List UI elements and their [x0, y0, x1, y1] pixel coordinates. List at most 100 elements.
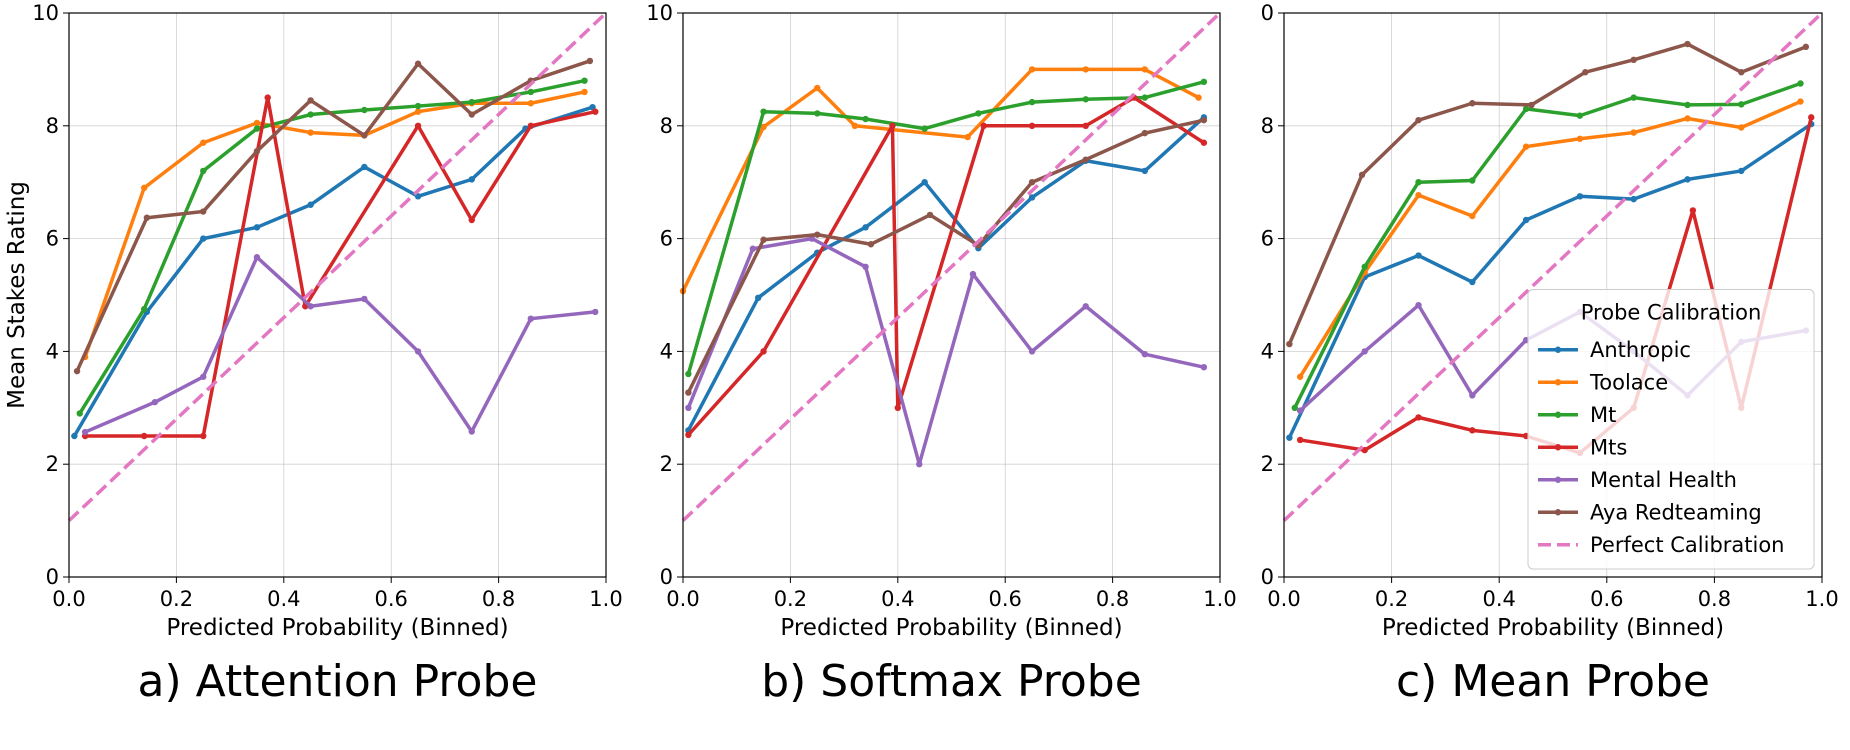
point — [1576, 193, 1584, 200]
series-line — [1287, 42, 1807, 345]
axes-frame — [682, 12, 1221, 578]
legend-marker — [1554, 346, 1562, 353]
point — [151, 398, 159, 406]
point — [1415, 116, 1422, 124]
y-tick-label: 0 — [1261, 1, 1274, 25]
point — [685, 404, 692, 411]
point — [1522, 143, 1530, 150]
series-line — [686, 236, 1205, 466]
point — [1361, 263, 1368, 270]
point — [361, 163, 368, 171]
legend-box — [1527, 289, 1815, 570]
point — [1415, 301, 1422, 309]
point — [414, 122, 422, 129]
point — [1028, 122, 1036, 129]
point — [1738, 101, 1745, 108]
point — [975, 110, 982, 117]
point — [140, 305, 148, 313]
point — [581, 77, 588, 84]
point — [1684, 40, 1691, 48]
y-tick-label: 6 — [1261, 227, 1274, 251]
point — [307, 303, 314, 310]
x-tick-label: 0.8 — [1096, 587, 1129, 611]
point — [253, 147, 261, 155]
point — [1082, 66, 1089, 73]
series-line — [687, 95, 1205, 437]
point — [754, 294, 762, 302]
point — [76, 410, 83, 417]
point — [140, 184, 148, 192]
point — [1415, 414, 1422, 421]
point — [969, 270, 977, 278]
x-tick-label: 0.2 — [1375, 587, 1408, 611]
x-tick-label: 0.6 — [1590, 587, 1623, 611]
point — [889, 122, 896, 129]
x-tick-label: 0.8 — [482, 587, 515, 611]
series-line — [1287, 122, 1813, 439]
y-tick-label: 4 — [660, 339, 673, 363]
legend-marker — [1554, 379, 1562, 386]
point — [1802, 43, 1810, 51]
point — [1630, 56, 1637, 64]
point — [527, 315, 535, 322]
y-tick-label: 10 — [646, 1, 673, 25]
point — [71, 432, 78, 440]
legend-title: Probe Calibration — [1581, 301, 1762, 325]
point — [760, 348, 767, 355]
series-line — [72, 105, 594, 437]
legend-label: Perfect Calibration — [1590, 533, 1785, 557]
point — [1738, 124, 1745, 131]
legend-label: Mental Health — [1590, 468, 1737, 492]
point — [862, 224, 869, 231]
x-tick-label: 1.0 — [1203, 587, 1236, 611]
point — [361, 132, 368, 139]
point — [1141, 66, 1149, 73]
point — [253, 125, 261, 132]
point — [894, 404, 901, 411]
y-tick-label: 8 — [46, 114, 59, 138]
series-line — [83, 90, 585, 358]
legend-marker — [1554, 411, 1562, 418]
point — [200, 208, 207, 215]
y-tick-label: 4 — [1261, 339, 1274, 363]
y-tick-label: 0 — [660, 565, 673, 589]
x-tick-label: 0.6 — [374, 587, 407, 611]
x-tick-label: 0.0 — [52, 587, 85, 611]
legend-marker — [1554, 444, 1562, 451]
point — [980, 122, 987, 129]
panel-caption: a) Attention Probe — [138, 656, 538, 707]
point — [81, 428, 89, 436]
legend-marker — [1554, 509, 1562, 516]
point — [1200, 363, 1208, 371]
point — [1028, 66, 1036, 73]
point — [527, 122, 535, 129]
point — [1415, 179, 1422, 186]
point — [1028, 98, 1036, 106]
point — [1361, 446, 1368, 454]
point — [1469, 427, 1476, 434]
y-tick-label: 0 — [1261, 565, 1274, 589]
point — [307, 129, 314, 136]
point — [1797, 80, 1804, 87]
reference-line — [67, 11, 608, 522]
point — [361, 295, 368, 303]
point — [307, 97, 314, 104]
legend-label: Anthropic — [1590, 338, 1691, 362]
point — [1469, 212, 1476, 220]
y-tick-label: 2 — [660, 452, 673, 476]
point — [1415, 191, 1422, 199]
point — [1630, 94, 1637, 101]
point — [1082, 96, 1089, 103]
point — [1738, 69, 1745, 76]
point — [814, 110, 821, 117]
point — [414, 193, 422, 200]
point — [1469, 177, 1476, 184]
point — [586, 57, 594, 65]
point — [1141, 167, 1149, 175]
point — [1200, 139, 1208, 146]
point — [468, 176, 475, 183]
series-line — [681, 67, 1200, 292]
point — [307, 201, 314, 208]
point — [1028, 194, 1036, 201]
